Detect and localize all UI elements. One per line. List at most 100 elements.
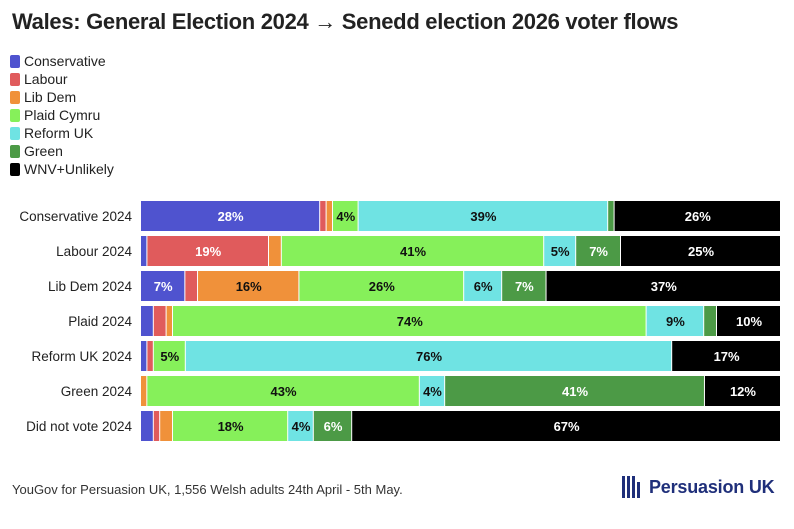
bar-segment [464,271,502,301]
bar-segment [717,306,780,336]
legend-item: WNV+Unlikely [10,160,114,178]
category-label: Did not vote 2024 [26,419,132,434]
bar-segment [141,411,153,441]
bar-segment [147,236,268,266]
data-label: 12% [730,384,756,399]
bar-segment [704,306,716,336]
bar-segment [621,236,780,266]
bar-segment [288,411,313,441]
bar-segment [141,201,320,231]
legend-swatch [10,54,20,68]
bar-segment [141,271,185,301]
legend-swatch [10,90,20,104]
legend: Conservative Labour Lib Dem Plaid Cymru Refo… [10,52,114,178]
bar-segment [269,236,281,266]
bar-segment [141,236,147,266]
bar-segment [445,376,704,406]
data-label: 19% [195,244,221,259]
bar-segment [153,306,166,336]
data-label: 28% [218,209,244,224]
data-label: 74% [397,314,423,329]
data-label: 67% [554,419,580,434]
legend-swatch [10,108,20,122]
data-label: 16% [236,279,262,294]
data-label: 4% [423,384,442,399]
data-label: 39% [470,209,496,224]
category-label: Plaid 2024 [68,314,132,329]
legend-swatch [10,126,20,140]
data-label: 37% [651,279,677,294]
legend-label: WNV+Unlikely [24,161,114,177]
category-label: Reform UK 2024 [31,349,132,364]
bar-segment [141,306,153,336]
source-note: YouGov for Persuasion UK, 1,556 Welsh ad… [12,482,403,497]
data-label: 76% [416,349,442,364]
legend-item: Labour [10,70,114,88]
data-label: 10% [736,314,762,329]
bar-segment [608,201,614,231]
data-label: 18% [218,419,244,434]
legend-item: Conservative [10,52,114,70]
bar-segment [141,376,147,406]
brand-logo: Persuasion UK [622,476,775,498]
bar-segment [166,306,172,336]
bar-segment [313,411,352,441]
data-label: 9% [666,314,685,329]
bar-segment [185,271,198,301]
bar-segment [320,201,326,231]
bar-segment [614,201,780,231]
legend-label: Lib Dem [24,89,77,105]
bar-segment [704,376,780,406]
category-label: Lib Dem 2024 [48,279,133,294]
data-label: 26% [685,209,711,224]
chart-title: Wales: General Election 2024 → Senedd el… [12,9,679,34]
legend-swatch [10,72,20,86]
legend-label: Plaid Cymru [24,107,101,123]
bar-segment [147,376,419,406]
bar-segment [502,271,546,301]
data-label: 5% [160,349,179,364]
bar-segment [358,201,608,231]
data-label: 5% [551,244,570,259]
legend-label: Reform UK [24,125,94,141]
legend-swatch [10,144,20,158]
brand-bars-icon [622,476,642,498]
bar-segment [672,341,780,371]
legend-label: Labour [24,71,68,87]
legend-label: Conservative [24,53,106,69]
bar-segment [153,411,160,441]
category-label: Labour 2024 [56,244,132,259]
data-label: 7% [589,244,608,259]
data-label: 4% [292,419,311,434]
legend-label: Green [24,143,63,159]
bar-segment [160,411,172,441]
bar-segment [185,341,672,371]
legend-item: Green [10,142,114,160]
data-label: 41% [562,384,588,399]
data-label: 43% [271,384,297,399]
bar-segment [173,306,646,336]
bar-segment [419,376,445,406]
data-label: 7% [154,279,173,294]
data-label: 41% [400,244,426,259]
data-label: 6% [324,419,343,434]
bar-segment [326,201,332,231]
data-label: 25% [688,244,714,259]
bar-segment [544,236,576,266]
bar-segment [153,341,185,371]
brand-name: Persuasion UK [649,476,775,497]
category-label: Green 2024 [61,384,133,399]
bar-segment [281,236,544,266]
legend-swatch [10,162,20,176]
data-label: 26% [369,279,395,294]
category-label: Conservative 2024 [19,209,132,224]
bar-segment [198,271,299,301]
bar-segment [147,341,153,371]
legend-item: Reform UK [10,124,114,142]
bar-segment [173,411,288,441]
bar-segment [576,236,620,266]
data-label: 7% [515,279,534,294]
bar-segment [546,271,780,301]
stacked-bar-chart: Conservative 2024 28% 4% 39% 26% Labour 2024 1… [19,201,780,441]
legend-item: Plaid Cymru [10,106,114,124]
